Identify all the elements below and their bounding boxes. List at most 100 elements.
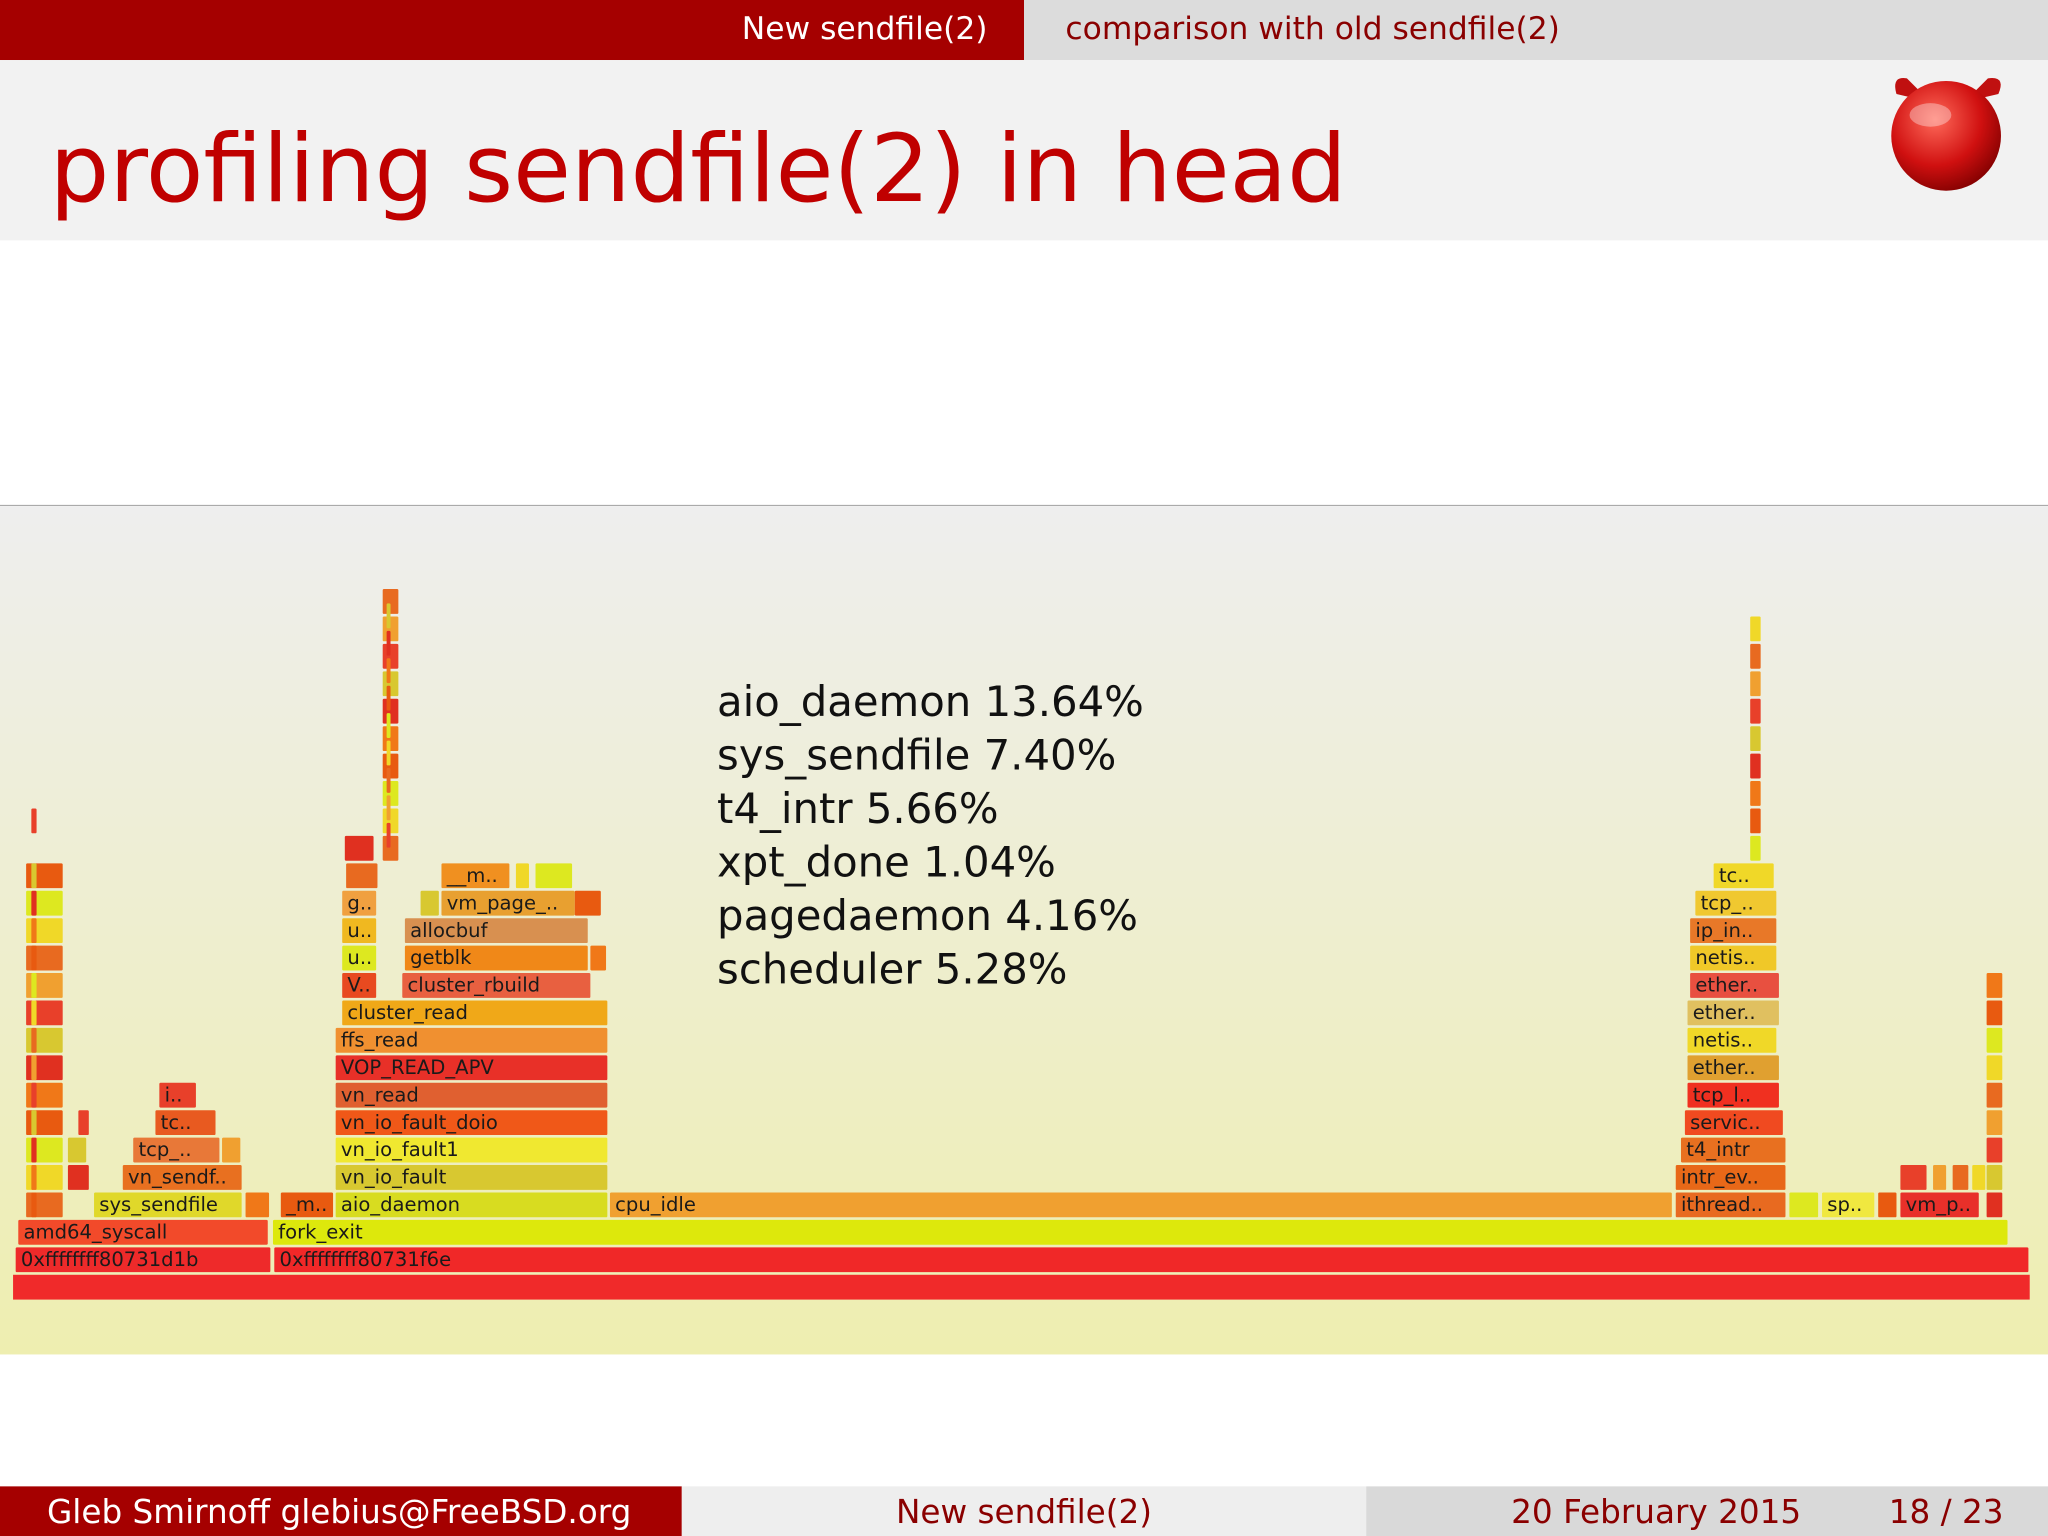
frame (94, 1192, 242, 1218)
frame (1695, 890, 1777, 916)
frame (1687, 1027, 1777, 1053)
frame (335, 1192, 608, 1218)
footer-author: Gleb Smirnoff glebius@FreeBSD.org (47, 1493, 631, 1531)
frame (122, 1165, 242, 1190)
frame (344, 835, 374, 861)
frame (535, 863, 573, 889)
frame (280, 1192, 334, 1218)
frame (1933, 1165, 1947, 1190)
frame (420, 890, 439, 916)
frame (1750, 726, 1761, 752)
title-band (0, 60, 2048, 241)
frame (574, 890, 601, 916)
footer-page: 18 / 23 (1889, 1493, 2004, 1531)
frame (342, 945, 377, 971)
stat-line: xpt_done 1.04% (717, 837, 1056, 886)
frame-label: sys_sendfile (99, 1193, 218, 1216)
frame (386, 630, 391, 656)
frame (272, 1219, 2008, 1245)
frame (67, 1165, 89, 1190)
frame-label: cluster_rbuild (408, 974, 541, 997)
frame (386, 658, 391, 684)
frame (31, 1165, 37, 1190)
frame-label: servic.. (1690, 1111, 1761, 1134)
stat-line: aio_daemon 13.64% (717, 677, 1144, 726)
frame (1750, 781, 1761, 806)
frame (386, 740, 391, 766)
frame-label: aio_daemon (341, 1193, 460, 1216)
frame (78, 1110, 89, 1136)
frame (335, 1110, 608, 1136)
frame (31, 918, 37, 944)
frame-label: ffs_read (341, 1028, 419, 1051)
frame-label: V.. (347, 974, 370, 997)
frame-label: vn_sendf.. (128, 1166, 227, 1189)
frame-label: ithread.. (1681, 1193, 1763, 1216)
frame (1986, 1192, 2003, 1218)
frame (1675, 1165, 1786, 1190)
frame (159, 1082, 196, 1108)
frame (386, 795, 391, 821)
frame (335, 1027, 608, 1053)
frame (342, 973, 377, 998)
frame-label: u.. (347, 919, 372, 942)
frame (31, 945, 37, 971)
tab: New sendfile(2) (742, 11, 988, 47)
frame (31, 890, 37, 916)
footer-date: 20 February 2015 (1511, 1493, 1801, 1531)
frame (346, 863, 378, 889)
stat-line: pagedaemon 4.16% (717, 891, 1138, 940)
frame (342, 1000, 608, 1026)
frame-label: vn_read (341, 1083, 419, 1106)
frame (335, 1137, 608, 1163)
frame (1986, 1082, 2003, 1108)
frame-label: netis.. (1695, 946, 1755, 969)
frame (31, 863, 37, 889)
frame (404, 945, 588, 971)
frame (386, 822, 391, 848)
frame (1687, 1082, 1779, 1108)
frame (1687, 1000, 1779, 1026)
stats: aio_daemon 13.64%sys_sendfile 7.40% t4_in… (717, 677, 1144, 994)
frame-label: vn_io_fault1 (341, 1138, 459, 1161)
frame (1680, 1137, 1786, 1163)
frame (31, 1082, 37, 1108)
frame (31, 1027, 37, 1053)
tab-active (0, 0, 1024, 61)
flamegraph: 0xffffffff80731d1b 0xffffffff80731f6e amd6… (13, 589, 2030, 1300)
frame-label: 0xffffffff80731f6e (280, 1248, 452, 1271)
frame (1750, 698, 1761, 724)
frame (1986, 1137, 2003, 1163)
frame (18, 1219, 268, 1245)
frame-label: tcp_.. (138, 1138, 191, 1161)
frame (590, 945, 607, 971)
frame (1750, 671, 1761, 697)
frame (1972, 1165, 1986, 1190)
frame (335, 1165, 608, 1190)
frame-label: vn_io_fault_doio (341, 1111, 498, 1134)
frame (386, 768, 391, 793)
frame (1986, 1055, 2003, 1081)
frame-label: ether.. (1695, 974, 1758, 997)
frame-label: 0xffffffff80731d1b (21, 1248, 199, 1271)
frame (133, 1137, 220, 1163)
frame-label: sp.. (1827, 1193, 1862, 1216)
frame (1750, 808, 1761, 834)
frame-label: intr_ev.. (1681, 1166, 1759, 1189)
frame (1986, 973, 2003, 998)
frame (335, 1082, 608, 1108)
frame (155, 1110, 216, 1136)
frame (1952, 1165, 1969, 1190)
frame-label: allocbuf (410, 919, 488, 942)
frame (1986, 1027, 2003, 1053)
tab: comparison with old sendfile(2) (1065, 11, 1559, 47)
frame (1900, 1192, 1979, 1218)
frame (404, 918, 588, 944)
stat-line: sys_sendfile 7.40% (717, 730, 1116, 779)
frame (441, 890, 575, 916)
footer-right (1366, 1486, 2048, 1536)
frame (1690, 945, 1777, 971)
frame-label: i.. (165, 1083, 183, 1106)
frame (1690, 973, 1779, 998)
